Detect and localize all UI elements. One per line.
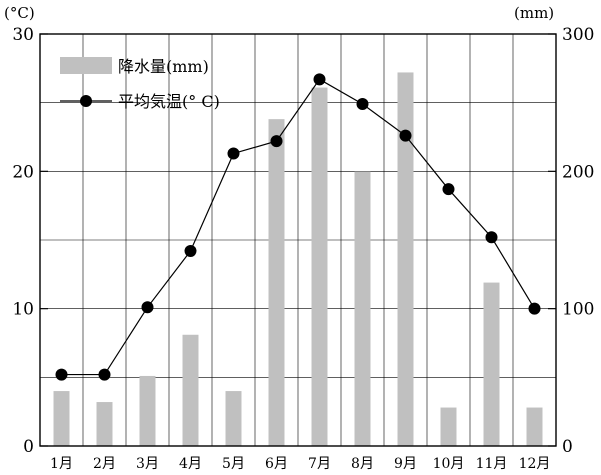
month-label: 6月 bbox=[265, 456, 288, 472]
precipitation-bar bbox=[483, 282, 500, 446]
month-label: 7月 bbox=[308, 456, 331, 472]
legend: 降水量(mm) 平均気温(° C) bbox=[60, 57, 220, 111]
temperature-point bbox=[485, 231, 498, 244]
x-axis-month-labels: 1月 2月 3月 4月 5月 6月 7月 8月 9月 10月 11月 12月 bbox=[50, 456, 550, 472]
precipitation-bar bbox=[526, 407, 543, 446]
month-label: 5月 bbox=[222, 456, 245, 472]
month-label: 4月 bbox=[179, 456, 202, 472]
precipitation-bar bbox=[96, 402, 113, 446]
month-label: 9月 bbox=[394, 456, 417, 472]
left-tick-label: 30 bbox=[12, 25, 34, 45]
right-tick-label: 0 bbox=[562, 437, 573, 457]
left-axis-unit: (°C) bbox=[4, 4, 35, 22]
legend-temperature-label: 平均気温(° C) bbox=[118, 92, 220, 111]
right-tick-label: 100 bbox=[562, 300, 594, 320]
precipitation-bars bbox=[53, 72, 543, 447]
legend-precipitation-label: 降水量(mm) bbox=[118, 57, 209, 76]
month-label: 1月 bbox=[50, 456, 73, 472]
temperature-point bbox=[356, 98, 369, 111]
precipitation-bar bbox=[139, 375, 156, 446]
temperature-point bbox=[270, 135, 283, 148]
precipitation-bar bbox=[440, 407, 457, 446]
temperature-point bbox=[399, 129, 412, 142]
precipitation-bar bbox=[397, 72, 414, 446]
legend-precipitation-swatch bbox=[60, 57, 112, 74]
month-label: 2月 bbox=[93, 456, 116, 472]
plot-frame bbox=[39, 33, 557, 447]
left-axis-ticks: 0 10 20 30 bbox=[12, 25, 34, 457]
temperature-point bbox=[227, 147, 240, 160]
right-tick-label: 300 bbox=[562, 25, 594, 45]
legend-temperature-marker bbox=[80, 95, 92, 107]
temperature-point bbox=[98, 368, 111, 381]
right-tick-label: 200 bbox=[562, 162, 594, 182]
precipitation-bar bbox=[354, 171, 371, 447]
month-label: 8月 bbox=[351, 456, 374, 472]
temperature-point bbox=[184, 244, 197, 257]
month-label: 10月 bbox=[433, 456, 465, 472]
gridlines bbox=[40, 34, 556, 446]
temperature-line bbox=[61, 78, 536, 376]
precipitation-bar bbox=[311, 87, 328, 446]
temperature-line-series bbox=[55, 73, 541, 381]
left-tick-label: 20 bbox=[12, 162, 34, 182]
month-label: 3月 bbox=[136, 456, 159, 472]
temperature-point bbox=[313, 73, 326, 86]
right-axis-ticks: 0 100 200 300 bbox=[562, 25, 594, 457]
precipitation-bar bbox=[268, 119, 285, 446]
month-label: 12月 bbox=[519, 456, 551, 472]
temperature-point bbox=[442, 183, 455, 196]
left-tick-label: 0 bbox=[23, 437, 34, 457]
month-label: 11月 bbox=[476, 456, 508, 472]
temperature-point bbox=[141, 301, 154, 314]
temperature-point bbox=[528, 302, 541, 315]
temperature-point bbox=[55, 368, 68, 381]
precipitation-bar bbox=[53, 391, 70, 446]
right-axis-unit: (mm) bbox=[514, 4, 554, 22]
plot-border bbox=[39, 33, 557, 447]
precipitation-bar bbox=[225, 391, 242, 446]
precipitation-bar bbox=[182, 334, 199, 446]
left-tick-label: 10 bbox=[12, 300, 34, 320]
